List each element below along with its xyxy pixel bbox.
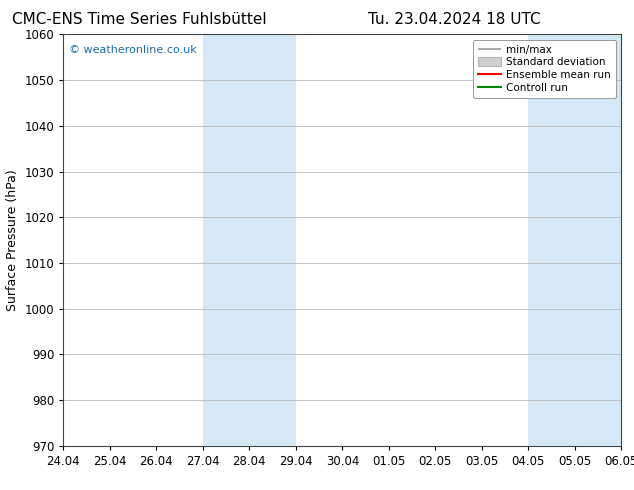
Y-axis label: Surface Pressure (hPa): Surface Pressure (hPa) (6, 169, 19, 311)
Text: Tu. 23.04.2024 18 UTC: Tu. 23.04.2024 18 UTC (368, 12, 540, 27)
Bar (203, 34, 296, 446)
Bar (528, 34, 621, 446)
Text: CMC-ENS Time Series Fuhlsbüttel: CMC-ENS Time Series Fuhlsbüttel (11, 12, 266, 27)
Legend: min/max, Standard deviation, Ensemble mean run, Controll run: min/max, Standard deviation, Ensemble me… (473, 40, 616, 98)
Text: © weatheronline.co.uk: © weatheronline.co.uk (69, 45, 197, 54)
